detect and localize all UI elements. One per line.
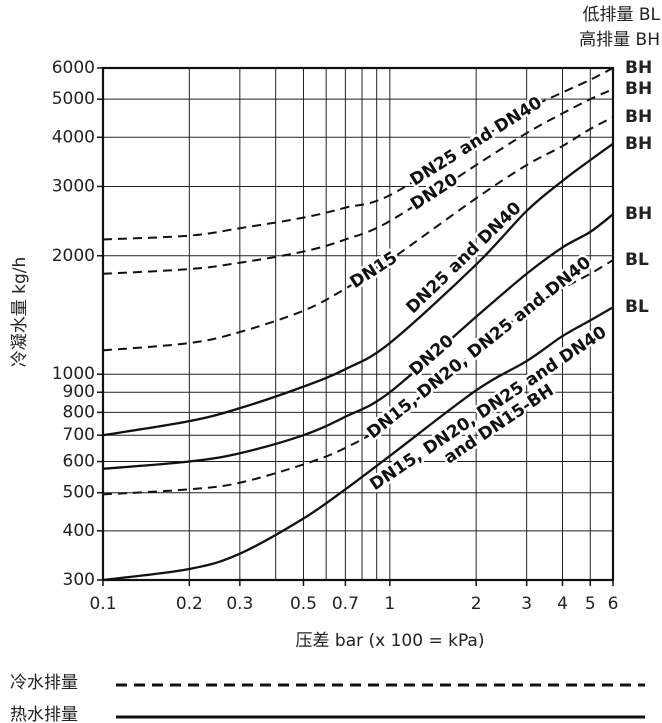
x-tick-label: 0.5 [290, 594, 317, 614]
x-tick-label: 5 [585, 594, 596, 614]
x-tick-label: 0.7 [332, 594, 359, 614]
end-label: BL [625, 297, 649, 317]
end-label: BH [625, 79, 652, 99]
end-label: BH [625, 107, 652, 127]
y-tick-label: 700 [63, 425, 95, 445]
curve [102, 88, 614, 275]
y-tick-label: 800 [63, 402, 95, 422]
y-tick-label: 900 [63, 382, 95, 402]
x-tick-label: 2 [471, 594, 482, 614]
y-tick-label: 2000 [52, 246, 95, 266]
curve [102, 306, 614, 582]
legend-label: 热水排量 [10, 705, 78, 723]
x-tick-label: 3 [521, 594, 532, 614]
x-tick-label: 0.1 [89, 594, 116, 614]
plot-frame [101, 66, 615, 582]
end-label: BH [625, 204, 652, 224]
key-entry: 高排量 BH [579, 30, 660, 50]
x-tick-label: 1 [384, 594, 395, 614]
curve-label: DN25 and DN40 [402, 198, 525, 318]
y-tick-label: 6000 [52, 58, 95, 78]
x-axis-label: 压差 bar (x 100 = kPa) [296, 631, 485, 651]
x-tick-label: 4 [557, 594, 568, 614]
curve [102, 116, 614, 352]
curves [102, 67, 614, 582]
y-tick-label: 5000 [52, 89, 95, 109]
curve [102, 259, 614, 496]
curve [102, 142, 614, 437]
y-tick-label: 300 [63, 570, 95, 590]
y-axis-label: 冷凝水量 kg/h [10, 257, 30, 368]
end-label: BH [625, 134, 652, 154]
x-tick-label: 0.3 [226, 594, 253, 614]
curve [102, 67, 614, 241]
curve [102, 213, 614, 470]
y-tick-label: 4000 [52, 127, 95, 147]
y-tick-label: 3000 [52, 176, 95, 196]
legend-label: 冷水排量 [10, 673, 78, 693]
curve-label: DN15 [347, 248, 402, 293]
key-entry: 低排量 BL [582, 5, 660, 25]
y-tick-label: 1000 [52, 364, 95, 384]
y-tick-label: 600 [63, 452, 95, 472]
end-label: BH [625, 58, 652, 78]
y-tick-label: 500 [63, 483, 95, 503]
grid [97, 67, 614, 586]
end-label: BL [625, 250, 649, 270]
x-tick-label: 0.2 [176, 594, 203, 614]
y-tick-label: 400 [63, 521, 95, 541]
x-tick-label: 6 [608, 594, 619, 614]
